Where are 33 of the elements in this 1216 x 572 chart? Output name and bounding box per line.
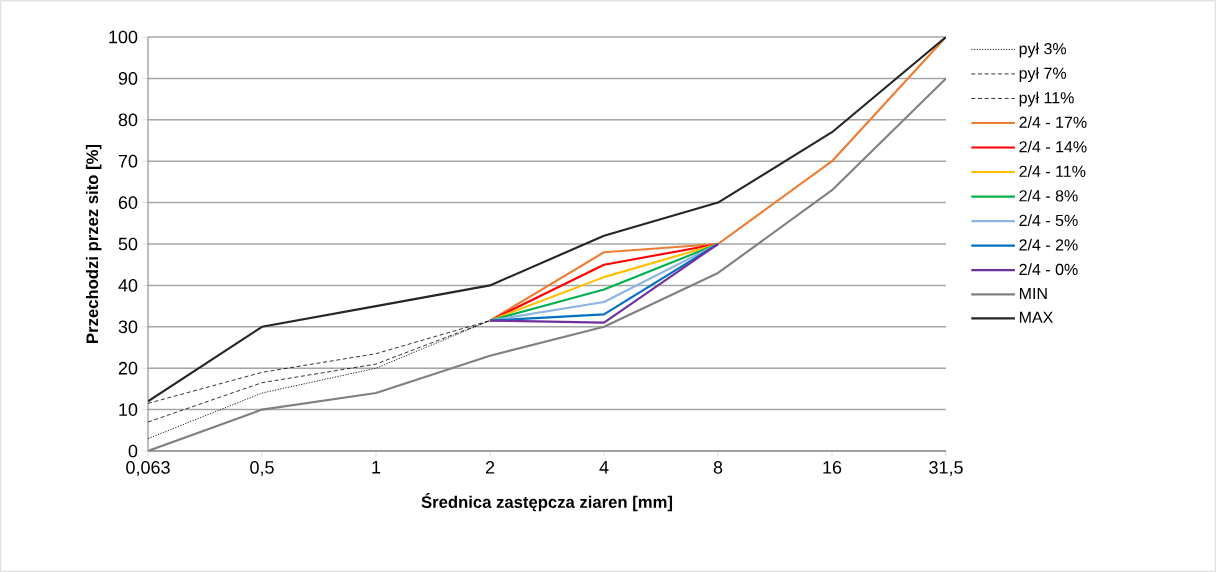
- legend-label: pył 3%: [1019, 42, 1067, 58]
- x-tick-label: 0,5: [250, 461, 274, 476]
- x-tick-label: 4: [599, 461, 609, 474]
- x-tick-label: 16: [823, 461, 842, 474]
- legend-label: 2/4 - 17%: [1019, 116, 1087, 128]
- x-axis-title: Średnica zastępcza ziaren [mm]: [421, 493, 673, 512]
- x-tick-label: 2: [485, 461, 495, 474]
- legend-label: 2/4 - 8%: [1019, 189, 1078, 202]
- legend-label: 2/4 - 2%: [1019, 238, 1078, 251]
- y-tick-label: 90: [118, 72, 138, 85]
- legend-label: 2/4 - 14%: [1019, 140, 1087, 153]
- y-tick-label: 30: [118, 320, 138, 334]
- y-tick-label: 80: [118, 113, 138, 127]
- x-tick-label: 0,063: [126, 461, 170, 476]
- y-tick-label: 20: [118, 361, 138, 375]
- x-tick-label: 1: [372, 461, 381, 474]
- legend-label: 2/4 - 11%: [1019, 165, 1086, 177]
- y-tick-label: 10: [119, 403, 138, 416]
- legend-label: pył 11%: [1019, 91, 1074, 107]
- legend-label: MIN: [1019, 287, 1047, 299]
- y-tick-label: 0: [128, 444, 138, 458]
- legend-label: pył 7%: [1019, 67, 1067, 83]
- legend-label: 2/4 - 0%: [1019, 263, 1078, 276]
- y-tick-label: 60: [118, 196, 138, 209]
- y-axis-title: Przechodzi przez sito [%]: [85, 144, 102, 343]
- y-tick-label: 100: [109, 30, 138, 44]
- y-tick-label: 40: [118, 279, 138, 292]
- y-tick-label: 70: [118, 154, 138, 168]
- y-tick-label: 50: [118, 237, 138, 251]
- legend-label: 2/4 - 5%: [1019, 214, 1078, 227]
- legend-label: MAX: [1019, 311, 1053, 323]
- x-tick-label: 8: [713, 461, 723, 474]
- x-tick-label: 31,5: [929, 461, 963, 476]
